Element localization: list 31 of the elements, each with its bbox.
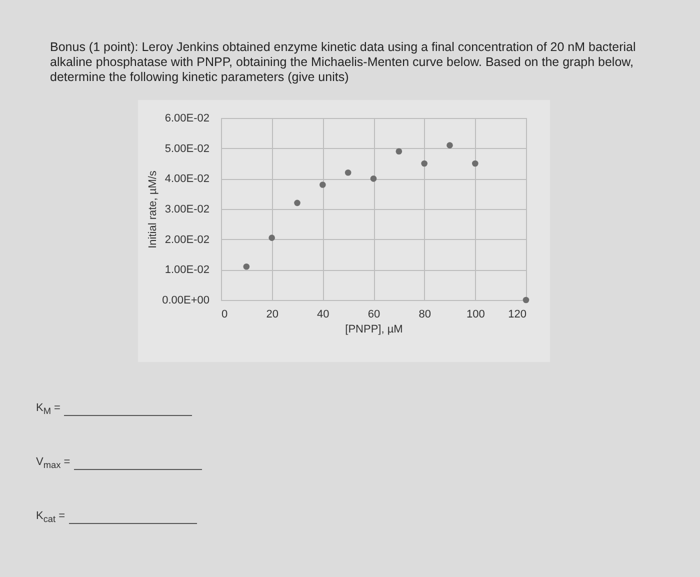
- point: [370, 176, 377, 182]
- y-axis-title: Initial rate, µM/s: [147, 170, 160, 248]
- x-tick-label: 80: [418, 308, 431, 320]
- point: [320, 182, 326, 188]
- chart-title: Bonus (1 point): Leroy Jenkins obtained enzyme kinetic data using a final concentration of 20 nM bacterial alkaline phosphatase with PNPP, obtaining the Michaelis-Menten curve below. Based on the graph below, determine the following kinetic parameters (give units): [50, 40, 637, 85]
- text: K$_{M}$ =: [36, 402, 60, 416]
- x-tick-label: 100: [466, 308, 485, 320]
- x-tick-label: 60: [368, 308, 380, 320]
- x-tick-label: 120: [508, 308, 526, 320]
- point: [268, 234, 275, 241]
- text: K$_{cat}$ =: [36, 510, 66, 524]
- y-tick-label: 6.00E-02: [164, 112, 210, 124]
- point: [522, 296, 530, 304]
- x-tick-label: 0: [222, 308, 228, 320]
- y-tick-label: 2.00E-02: [164, 234, 210, 246]
- y-tick-label: 4.00E-02: [164, 173, 210, 186]
- y-tick-label: 5.00E-02: [164, 142, 210, 155]
- x-tick-label: 20: [266, 308, 278, 320]
- y-tick-label: 1.00E-02: [164, 264, 210, 276]
- point: [421, 160, 428, 167]
- point: [344, 169, 352, 176]
- point: [446, 142, 453, 148]
- point: [396, 148, 402, 155]
- y-tick-label: 0.00E+00: [162, 294, 210, 306]
- x-tick-label: 40: [317, 308, 330, 320]
- text: V$_{max}$ =: [36, 456, 70, 470]
- x-axis-title: [PNPP], µM: [345, 324, 403, 336]
- point: [294, 200, 300, 206]
- y-tick-label: 3.00E-02: [164, 204, 210, 216]
- point: [243, 263, 250, 270]
- point: [472, 160, 478, 167]
